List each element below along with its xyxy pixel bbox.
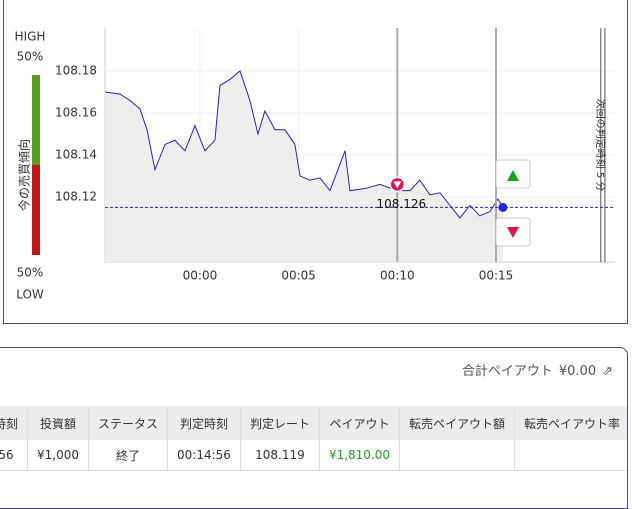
y-tick-label: 108.16: [55, 105, 97, 119]
low-label: LOW: [16, 288, 44, 302]
sentiment-high-bar: [32, 75, 40, 165]
price-line: [104, 70, 504, 219]
x-tick-label: 00:05: [281, 269, 316, 283]
entry-arrow: [393, 181, 402, 189]
column-header: 判定レート: [240, 406, 320, 440]
table-cell: 終了: [88, 440, 169, 471]
table-cell: ¥1,000: [27, 440, 90, 471]
y-tick-label: 108.18: [55, 64, 97, 78]
column-header: ステータス: [88, 406, 169, 440]
column-header: ペイアウト: [319, 406, 401, 440]
table-cell: [399, 440, 516, 471]
table-cell: [514, 440, 627, 471]
x-tick-label: 00:00: [183, 269, 218, 283]
current-point: [498, 202, 508, 212]
history-panel: 合計ペイアウト¥0.00⇗ 時刻投資額ステータス判定時刻判定レートペイアウト転売…: [0, 347, 628, 509]
table-cell: 56: [0, 440, 29, 471]
column-header: 判定時刻: [167, 406, 241, 440]
entry-rate-label: 108.126: [376, 197, 426, 211]
high-label: HIGH: [15, 30, 46, 44]
x-tick-label: 00:10: [380, 269, 415, 283]
header-row: 時刻投資額ステータス判定時刻判定レートペイアウト転売ペイアウト額転売ペイアウト率…: [0, 406, 627, 440]
column-header: 転売ペイアウト率: [514, 406, 627, 440]
table-cell: 00:14:56: [167, 440, 241, 471]
table-cell: 108.119: [240, 440, 320, 471]
call-button[interactable]: [495, 159, 531, 189]
high-percent: 50%: [17, 50, 44, 64]
put-button[interactable]: [495, 217, 531, 247]
low-percent: 50%: [17, 266, 44, 280]
x-tick-label: 00:15: [479, 269, 514, 283]
y-tick-label: 108.12: [55, 189, 97, 203]
column-header: 転売ペイアウト額: [399, 406, 516, 440]
history-table: 時刻投資額ステータス判定時刻判定レートペイアウト転売ペイアウト額転売ペイアウト率…: [0, 406, 627, 471]
total-payout-value: ¥0.00: [558, 364, 597, 379]
total-payout-label: 合計ペイアウト: [461, 364, 553, 379]
total-payout: 合計ペイアウト ¥0.00 ⇗: [456, 360, 613, 379]
column-header: 時刻: [0, 406, 29, 440]
sentiment-title: 今の売買傾向: [17, 139, 32, 211]
share-icon[interactable]: ⇗: [602, 364, 613, 379]
y-tick-label: 108.14: [55, 147, 97, 161]
table-cell: ¥1,810.00: [319, 440, 401, 471]
chart-panel: [3, 0, 628, 324]
chart: 108.12 108.14 108.16 108.18 00:00 00:05 00:10 0…: [15, 28, 615, 302]
sentiment-low-bar: [32, 165, 40, 255]
deadline-label: 次回の判定時刻 5 分: [594, 99, 607, 192]
column-header: 投資額: [27, 406, 90, 440]
area: [105, 71, 503, 262]
